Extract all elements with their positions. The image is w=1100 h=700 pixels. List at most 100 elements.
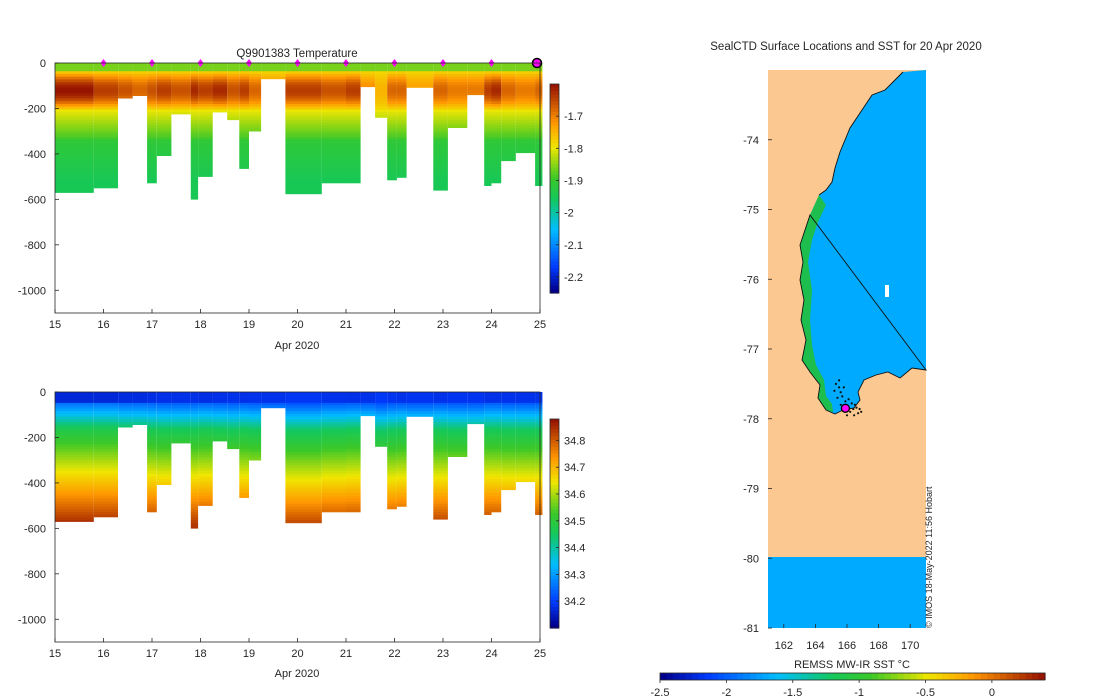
profile-cell [118,397,133,401]
profile-cell [346,117,361,121]
profile-cell [249,73,262,77]
profile-cell [501,424,516,428]
profile-cell [156,394,172,398]
profile-cell [156,103,172,107]
profile-cell [375,413,388,417]
colorbar-segment [550,568,559,573]
profile-cell [190,193,199,197]
profile-cell [387,174,397,178]
sst-colorbar-segment [865,673,873,680]
profile-cell [147,136,157,140]
x-tick-label: 16 [97,319,109,331]
profile-cell [484,495,492,499]
profile-cell [535,408,543,412]
profile-cell [132,408,148,412]
colorbar-tick-label: -1.8 [564,143,583,155]
profile-cell [132,63,148,66]
profile-cell [55,441,94,445]
profile-cell [321,63,347,66]
profile-cell [93,114,118,118]
colorbar-segment [550,457,559,462]
profile-cell [484,498,492,502]
profile-cell [55,101,94,105]
profile-cell [118,63,133,66]
profile-cell [55,413,94,417]
profile-cell [501,416,516,420]
colorbar-segment [550,502,559,507]
profile-cell [227,93,240,96]
profile-cell [239,114,249,118]
profile-cell [484,90,492,94]
profile-cell [375,405,388,409]
profile-cell [535,87,543,91]
colorbar-segment [550,192,559,197]
profile-cell [55,465,94,469]
colorbar-segment [550,432,559,437]
profile-cell [285,125,322,129]
profile-cell [447,443,468,447]
profile-cell [147,174,157,178]
profile-cell [387,441,397,445]
profile-cell [321,139,347,143]
track-point [838,386,841,389]
profile-cell [212,73,228,77]
profile-cell [396,147,407,151]
profile-cell [406,84,434,88]
sst-colorbar-segment [833,673,841,680]
profile-cell [433,446,448,450]
profile-cell [396,449,407,453]
profile-cell [346,484,361,488]
profile-cell [346,468,361,472]
profile-cell [447,125,468,128]
profile-cell [433,517,448,520]
profile-cell [491,506,502,510]
profile-cell [387,457,397,461]
profile-cell [515,394,536,398]
colorbar-segment [550,419,559,424]
profile-cell [147,473,157,477]
profile-cell [387,169,397,173]
colorbar-tick-label: 34.5 [564,516,585,528]
profile-cell [491,432,502,436]
profile-cell [156,400,172,404]
profile-cell [387,131,397,135]
profile-cell [171,84,191,88]
profile-cell [285,476,322,480]
profile-cell [484,147,492,151]
colorbar-segment [550,195,559,200]
profile-cell [515,133,536,137]
profile-cell [515,95,536,99]
profile-cell [147,71,157,75]
profile-cell [515,131,536,135]
salinity-colorbar: 34.834.734.634.534.434.334.2 [549,418,585,629]
profile-cell [55,509,94,513]
profile-cell [346,501,361,505]
profile-cell [484,139,492,143]
profile-cell [515,112,536,116]
profile-cell [535,482,543,485]
sst-colorbar-segment [1038,673,1046,680]
profile-cell [227,98,240,102]
profile-cell [239,454,249,458]
profile-cell [535,449,543,453]
profile-cell [346,479,361,483]
profile-cell [484,457,492,461]
profile-cell [198,112,213,116]
temperature-colorbar: -1.7-1.8-1.9-2-2.1-2.2 [549,83,583,294]
profile-cell [433,416,448,420]
profile-cell [93,514,118,518]
profile-cell [198,120,213,124]
profile-cell [484,112,492,116]
profile-cell [198,109,213,113]
profile-cell [321,95,347,99]
colorbar-segment [550,240,559,245]
profile-cell [447,441,468,445]
colorbar-tick-label: 34.4 [564,543,585,555]
profile-cell [55,87,94,91]
profile-cell [484,120,492,124]
profile-cell [360,413,376,417]
profile-cell [198,123,213,126]
profile-cell [239,106,249,110]
profile-cell [484,419,492,423]
profile-cell [396,473,407,477]
